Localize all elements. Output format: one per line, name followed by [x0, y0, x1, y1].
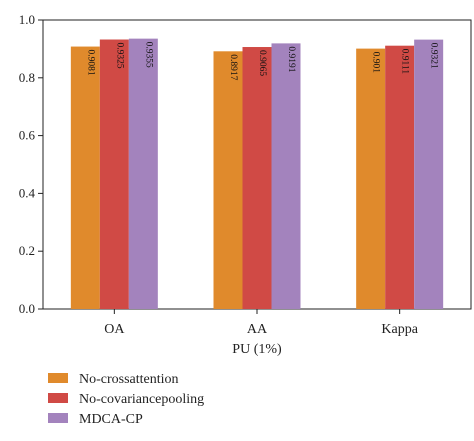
bar — [70, 46, 100, 309]
bar — [385, 45, 415, 309]
y-axis: 0.0 0.2 0.4 0.6 0.8 1.0 — [19, 12, 43, 316]
bar — [213, 51, 243, 309]
data-label: 0.9355 — [143, 42, 153, 68]
legend: No-crossattention No-covariancepooling MDC… — [48, 372, 204, 427]
data-label: 0.9111 — [400, 49, 410, 75]
bar — [356, 48, 386, 310]
x-axis: OA AA Kappa — [104, 309, 419, 337]
bar — [414, 39, 444, 309]
bar — [242, 47, 272, 310]
x-tick-label: OA — [104, 322, 125, 337]
x-axis-title: PU (1%) — [232, 342, 282, 357]
legend-label: No-crossattention — [79, 372, 179, 387]
data-label: 0.8917 — [228, 54, 238, 80]
data-label: 0.9321 — [429, 43, 439, 69]
legend-swatch — [48, 413, 68, 423]
data-label: 0.9065 — [257, 50, 267, 76]
legend-swatch — [48, 393, 68, 403]
bar — [128, 38, 158, 309]
y-tick-label: 0.2 — [19, 243, 35, 258]
y-tick-label: 0.6 — [19, 128, 36, 143]
y-tick-label: 1.0 — [19, 12, 35, 27]
bars: 0.9081 0.9325 0.9355 0.8917 0.9065 0.9191 0.90… — [70, 38, 444, 310]
bar — [271, 43, 301, 310]
legend-swatch — [48, 373, 68, 383]
data-label: 0.9081 — [85, 50, 95, 76]
data-label: 0.9191 — [286, 46, 296, 72]
x-tick-label: AA — [247, 322, 268, 337]
data-label: 0.901 — [371, 52, 381, 74]
legend-label: MDCA-CP — [79, 412, 143, 427]
bar — [99, 39, 129, 309]
y-tick-label: 0.8 — [19, 70, 35, 85]
data-label: 0.9325 — [114, 43, 124, 69]
x-tick-label: Kappa — [381, 322, 418, 337]
y-tick-label: 0.4 — [19, 185, 36, 200]
y-tick-label: 0.0 — [19, 301, 35, 316]
legend-label: No-covariancepooling — [79, 392, 204, 407]
